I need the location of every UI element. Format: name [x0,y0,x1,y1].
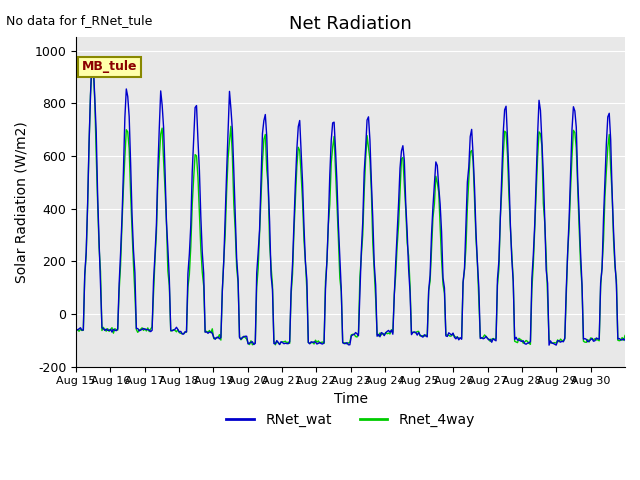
Rnet_4way [467,150,474,156]
RNet_wat [621,337,629,343]
X-axis label: Time: Time [333,392,367,406]
RNet_wat [356,290,364,296]
RNet_wat [465,164,473,170]
Y-axis label: Solar Radiation (W/m2): Solar Radiation (W/m2) [15,121,29,283]
Rnet_4way [548,340,556,346]
RNet_wat [92,129,100,135]
Rnet_4way [620,337,627,343]
RNet_wat [109,326,117,332]
Line: Rnet_4way: Rnet_4way [76,69,625,345]
Title: Net Radiation: Net Radiation [289,15,412,33]
RNet_wat [620,336,627,342]
Legend: RNet_wat, Rnet_4way: RNet_wat, Rnet_4way [221,407,481,432]
RNet_wat [88,55,96,61]
RNet_wat [548,340,556,346]
Rnet_4way [271,342,279,348]
Rnet_4way [92,152,100,157]
Rnet_4way [72,327,80,333]
Text: MB_tule: MB_tule [82,60,137,73]
Line: RNet_wat: RNet_wat [76,58,625,345]
Rnet_4way [358,253,365,259]
Rnet_4way [621,333,629,338]
Rnet_4way [109,330,117,336]
Rnet_4way [88,66,96,72]
Text: No data for f_RNet_tule: No data for f_RNet_tule [6,14,153,27]
RNet_wat [545,342,553,348]
RNet_wat [72,326,80,332]
